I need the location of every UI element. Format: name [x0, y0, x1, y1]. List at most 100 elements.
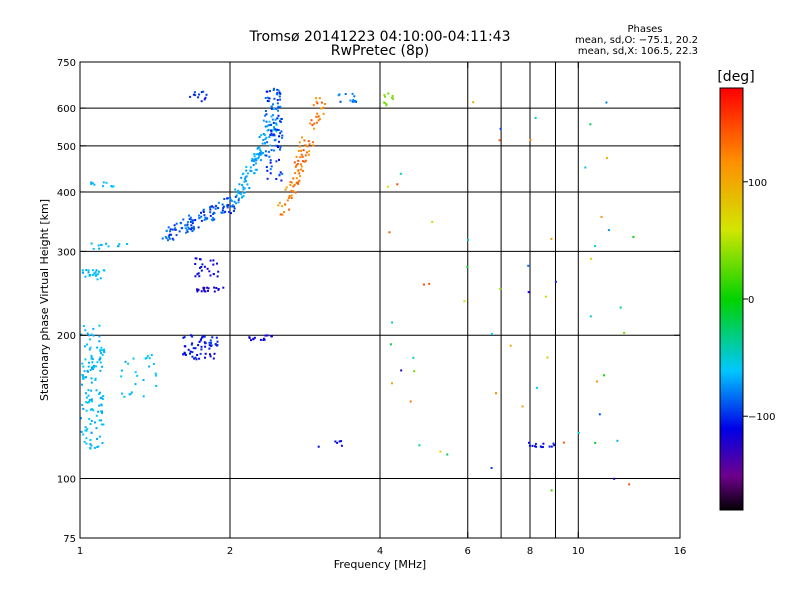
data-point	[200, 91, 203, 94]
data-point	[233, 200, 236, 203]
data-point	[247, 172, 249, 175]
data-point	[261, 142, 264, 145]
colorbar-segment	[720, 100, 743, 103]
colorbar-segment	[720, 408, 743, 411]
data-point	[354, 99, 356, 102]
data-point	[98, 340, 101, 343]
data-point	[299, 163, 302, 166]
colorbar-segment	[720, 150, 743, 153]
data-point	[179, 222, 182, 225]
data-point	[91, 408, 94, 411]
colorbar-tick-label: −100	[748, 412, 775, 423]
data-point	[91, 274, 94, 276]
data-point	[99, 391, 101, 394]
data-point	[307, 140, 310, 143]
data-point	[268, 97, 271, 100]
colorbar-segment	[720, 428, 743, 431]
data-point	[196, 354, 199, 356]
colorbar-segment	[720, 370, 743, 373]
y-tick-label: 75	[63, 534, 76, 545]
colorbar-segment	[720, 368, 743, 371]
data-point	[200, 345, 203, 348]
data-point	[240, 176, 243, 179]
data-point	[412, 356, 415, 359]
data-point	[214, 207, 217, 210]
data-point	[190, 228, 192, 231]
data-point	[521, 405, 524, 408]
colorbar-segment	[720, 312, 743, 315]
data-point	[409, 400, 412, 403]
colorbar-segment	[720, 292, 743, 295]
colorbar-segment	[720, 104, 743, 107]
data-point	[100, 423, 103, 426]
colorbar-segment	[720, 140, 743, 143]
data-point	[550, 489, 553, 492]
colorbar-segment	[720, 332, 743, 335]
data-point	[99, 277, 102, 280]
data-point	[290, 197, 293, 199]
data-point	[338, 440, 341, 443]
data-point	[274, 118, 277, 121]
data-point	[88, 418, 91, 421]
data-point	[490, 333, 493, 335]
data-point	[613, 477, 616, 480]
data-point	[252, 337, 255, 340]
data-point	[446, 453, 449, 456]
data-point	[202, 90, 205, 93]
colorbar-segment	[720, 374, 743, 377]
data-point	[288, 208, 291, 211]
colorbar-segment	[720, 88, 743, 91]
data-point	[168, 233, 171, 236]
colorbar-segment	[720, 466, 743, 469]
data-point	[297, 159, 300, 162]
data-point	[90, 181, 93, 184]
data-point	[208, 344, 211, 347]
data-point	[99, 369, 102, 372]
colorbar-segment	[720, 350, 743, 353]
data-point	[313, 127, 315, 130]
data-point	[99, 349, 102, 351]
data-point	[302, 160, 304, 163]
data-point	[101, 353, 104, 356]
data-point	[550, 237, 553, 240]
data-point	[191, 351, 194, 354]
data-point	[495, 392, 497, 395]
data-point	[191, 230, 194, 233]
data-point	[273, 97, 276, 100]
data-point	[92, 247, 95, 250]
data-point	[191, 335, 194, 338]
colorbar-segment	[720, 322, 743, 325]
colorbar-segment	[720, 220, 743, 223]
colorbar-segment	[720, 160, 743, 163]
data-point	[499, 287, 502, 290]
data-point	[301, 136, 303, 139]
colorbar-segment	[720, 414, 743, 417]
data-point	[199, 352, 202, 355]
colorbar-segment	[720, 380, 743, 383]
data-point	[191, 355, 194, 358]
data-point	[322, 112, 325, 115]
data-point	[276, 88, 279, 91]
colorbar-segment	[720, 308, 743, 311]
data-point	[307, 153, 310, 156]
data-point	[89, 423, 92, 425]
data-point	[223, 211, 226, 214]
data-point	[534, 116, 537, 119]
data-point	[217, 288, 220, 290]
colorbar-segment	[720, 440, 743, 443]
data-point	[288, 195, 291, 197]
data-point	[98, 393, 101, 395]
data-point	[268, 124, 271, 127]
data-point	[205, 93, 208, 96]
data-point	[192, 347, 195, 350]
colorbar-segment	[720, 362, 743, 365]
colorbar-segment	[720, 464, 743, 467]
data-point	[182, 353, 185, 356]
data-point	[264, 138, 267, 141]
colorbar-segment	[720, 494, 743, 497]
colorbar-segment	[720, 172, 743, 175]
data-point	[258, 136, 261, 138]
data-point	[242, 188, 245, 191]
data-point	[98, 404, 101, 407]
